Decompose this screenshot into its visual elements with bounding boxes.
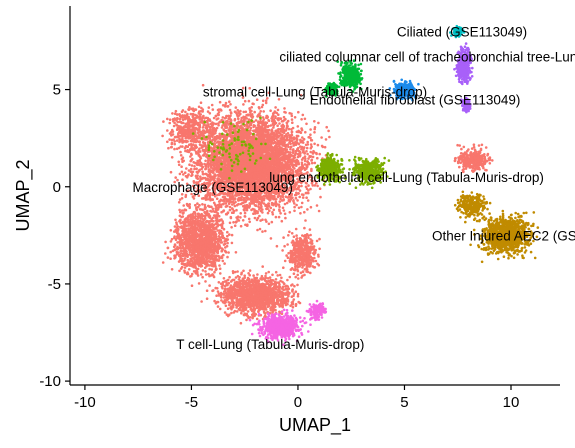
x-axis-ticks: -10 -5 0 5 10 [74, 385, 519, 411]
scatter-points [161, 24, 540, 347]
x-tick-label: 10 [503, 394, 520, 411]
y-axis-ticks: -10 -5 0 5 [39, 82, 70, 390]
cluster-label-3: stromal cell-Lung (Tabula-Muris-drop) [203, 85, 427, 100]
cluster-label-0: Macrophage (GSE113049) [133, 180, 293, 195]
cluster-label-4: ciliated columnar cell of tracheobronchi… [279, 50, 575, 65]
cluster-label-2: Other Injured AEC2 (GSE [432, 228, 575, 243]
y-axis-title: UMAP_2 [13, 159, 34, 231]
cluster-label-5: Endothelial fibroblast (GSE113049) [310, 92, 521, 107]
cluster-points-3 [323, 59, 364, 98]
axes: -10 -5 0 5 10 -10 -5 0 5 UMAP_1 UMAP_2 [13, 6, 560, 436]
cluster-points-0 [161, 83, 494, 325]
y-tick-label: -5 [48, 276, 61, 293]
y-tick-label: 0 [53, 179, 61, 196]
cluster-label-6: Ciliated (GSE113049) [397, 24, 527, 39]
x-tick-label: -5 [185, 394, 198, 411]
cluster-points-2 [453, 190, 540, 264]
cluster-points-5 [388, 78, 420, 102]
cluster-points-4 [449, 24, 466, 39]
y-tick-label: 5 [53, 82, 61, 99]
x-axis-title: UMAP_1 [279, 415, 351, 436]
x-tick-label: -10 [74, 394, 96, 411]
cluster-labels: Macrophage (GSE113049)lung endothelial c… [133, 24, 575, 352]
cluster-label-1: lung endothelial cell-Lung (Tabula-Muris… [269, 170, 544, 185]
y-tick-label: -10 [39, 373, 61, 390]
cluster-points-7 [248, 299, 328, 347]
x-tick-label: 5 [400, 394, 408, 411]
x-tick-label: 0 [294, 394, 302, 411]
cluster-points-6 [453, 42, 474, 114]
cluster-label-7: T cell-Lung (Tabula-Muris-drop) [176, 337, 364, 352]
cluster-points-1 [191, 116, 391, 190]
